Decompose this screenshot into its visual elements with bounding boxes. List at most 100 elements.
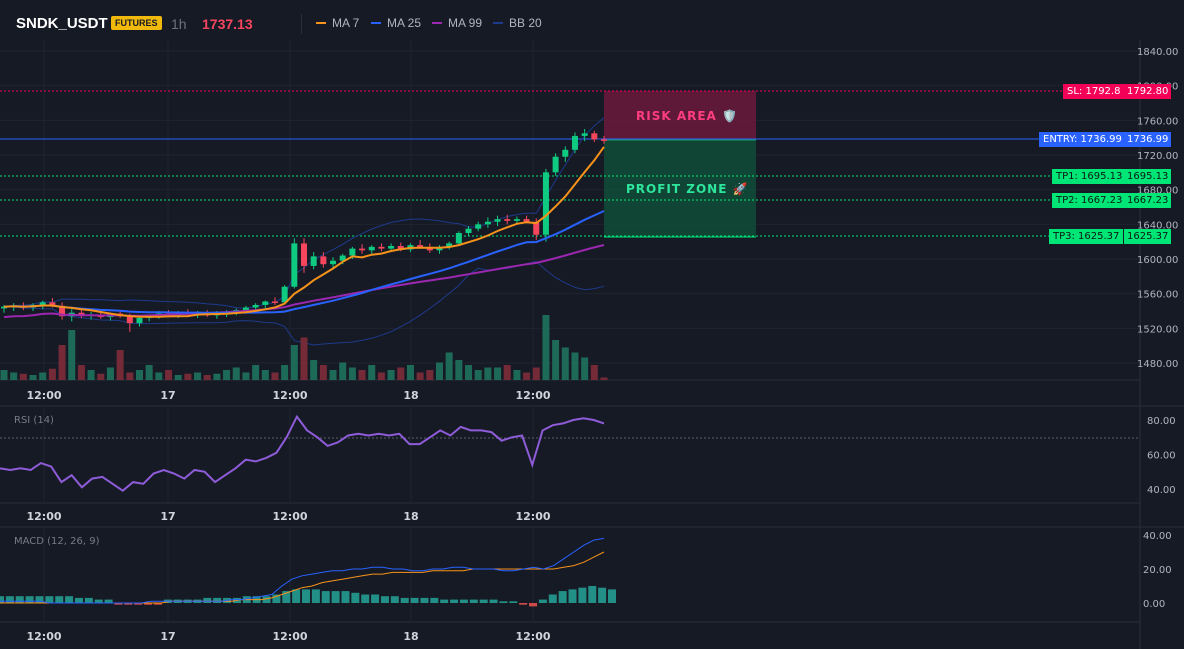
- macd-histogram-bar: [400, 597, 409, 603]
- volume-bar: [261, 370, 269, 380]
- price-axis-label: 1600.00: [1137, 255, 1178, 266]
- volume-bar: [532, 367, 540, 380]
- candle-body: [591, 133, 598, 140]
- legend-ma25-label: MA 25: [387, 16, 422, 30]
- macd-histogram-bar: [459, 599, 468, 603]
- legend-ma99[interactable]: MA 99: [432, 16, 482, 30]
- sl-tag[interactable]: SL: 1792.8: [1063, 84, 1125, 99]
- legend-bb20-label: BB 20: [509, 16, 542, 30]
- volume-bar: [194, 372, 202, 380]
- macd-histogram-bar: [499, 601, 508, 603]
- volume-bar: [416, 372, 424, 380]
- macd-panel-title[interactable]: MACD (12, 26, 9): [14, 536, 100, 547]
- volume-bar: [435, 362, 443, 380]
- symbol-name[interactable]: SNDK_USDT: [16, 15, 108, 32]
- volume-bar: [387, 370, 395, 380]
- macd-histogram-bar: [341, 591, 350, 603]
- macd-histogram-bar: [361, 594, 370, 603]
- macd-histogram-bar: [45, 596, 54, 603]
- volume-bar: [561, 347, 569, 380]
- tp2-tag[interactable]: TP2: 1667.23: [1052, 193, 1127, 208]
- entry-tag[interactable]: ENTRY: 1736.99: [1039, 132, 1126, 147]
- tp1-tag[interactable]: TP1: 1695.13: [1052, 169, 1127, 184]
- tp2-price-tag: 1667.23: [1124, 193, 1172, 208]
- risk-area-label: RISK AREA 🛡️: [636, 109, 738, 123]
- macd-histogram-bar: [153, 603, 162, 605]
- volume-bar: [10, 372, 18, 380]
- time-axis-label: 12:00: [515, 630, 550, 643]
- time-axis-label: 12:00: [515, 389, 550, 402]
- macd-histogram-bar: [519, 603, 528, 605]
- price-axis-label: 1520.00: [1137, 324, 1178, 335]
- volume-bar: [513, 370, 521, 380]
- macd-histogram-bar: [380, 596, 389, 603]
- volume-bar: [523, 372, 531, 380]
- macd-histogram-bar: [371, 594, 380, 603]
- macd-histogram-bar: [390, 596, 399, 603]
- volume-bar: [368, 365, 376, 380]
- profit-zone-label: PROFIT ZONE 🚀: [626, 182, 749, 196]
- macd-histogram-bar: [548, 594, 557, 603]
- volume-bar: [48, 368, 56, 380]
- price-axis-label: 1680.00: [1137, 186, 1178, 197]
- volume-bar: [484, 367, 492, 380]
- volume-bar: [310, 360, 318, 380]
- candle-body: [281, 286, 288, 303]
- macd-histogram-bar: [558, 591, 567, 603]
- time-axis-label: 12:00: [26, 630, 61, 643]
- candle-body: [291, 243, 298, 287]
- macd-histogram-bar: [489, 599, 498, 603]
- rsi-line: [0, 414, 605, 492]
- time-axis-label: 12:00: [272, 630, 307, 643]
- volume-bar: [145, 365, 153, 380]
- rsi-panel-title[interactable]: RSI (14): [14, 415, 54, 426]
- legend-bb20[interactable]: BB 20: [493, 16, 542, 30]
- macd-histogram-bar: [469, 599, 478, 603]
- volume-bar: [348, 367, 356, 380]
- interval-selector[interactable]: 1h: [171, 16, 187, 32]
- volume-bar: [116, 350, 124, 380]
- macd-histogram-bar: [410, 597, 419, 603]
- macd-histogram-bar: [598, 587, 607, 603]
- rsi-path: [0, 414, 605, 492]
- time-axis-label: 17: [160, 630, 175, 643]
- candle-body: [359, 248, 366, 251]
- legend-ma99-label: MA 99: [448, 16, 483, 30]
- price-axis-label: 1720.00: [1137, 151, 1178, 162]
- volume-bar: [155, 372, 163, 380]
- volume-bar: [77, 365, 85, 380]
- volume-bar: [581, 357, 589, 380]
- macd-histogram-bar: [292, 589, 301, 603]
- candlesticks: [1, 129, 607, 332]
- legend-ma7[interactable]: MA 7: [316, 16, 359, 30]
- volume-bar: [503, 365, 511, 380]
- macd-histogram-bar: [430, 597, 439, 603]
- candle-body: [39, 302, 46, 305]
- entry-price-tag: 1736.99: [1124, 132, 1172, 147]
- macd-line: [0, 537, 605, 604]
- ma99-line: [3, 244, 605, 319]
- macd-histogram-bar: [134, 603, 143, 605]
- legend-ma25[interactable]: MA 25: [371, 16, 421, 30]
- macd-histogram-bar: [282, 591, 291, 603]
- macd-histogram-bar: [479, 599, 488, 603]
- moving-averages: [3, 146, 605, 319]
- risk-area-zone[interactable]: [604, 91, 756, 140]
- macd-histogram-bar: [124, 603, 133, 605]
- macd-histogram-bar: [0, 596, 4, 603]
- macd-histogram-bar: [65, 596, 74, 603]
- price-axis-label: 1840.00: [1137, 47, 1178, 58]
- candle-body: [601, 139, 607, 141]
- candle-body: [320, 256, 327, 265]
- profit-zone[interactable]: [604, 140, 756, 237]
- candle-body: [330, 260, 337, 265]
- candle-body: [368, 246, 375, 251]
- candle-body: [581, 133, 588, 136]
- volume-bar: [300, 337, 308, 380]
- macd-histogram-bar: [321, 591, 330, 603]
- tp3-tag[interactable]: TP3: 1625.37: [1049, 229, 1124, 244]
- volume-bar: [165, 370, 173, 380]
- macd-histogram-bar: [262, 596, 271, 603]
- volume-bar: [252, 365, 260, 380]
